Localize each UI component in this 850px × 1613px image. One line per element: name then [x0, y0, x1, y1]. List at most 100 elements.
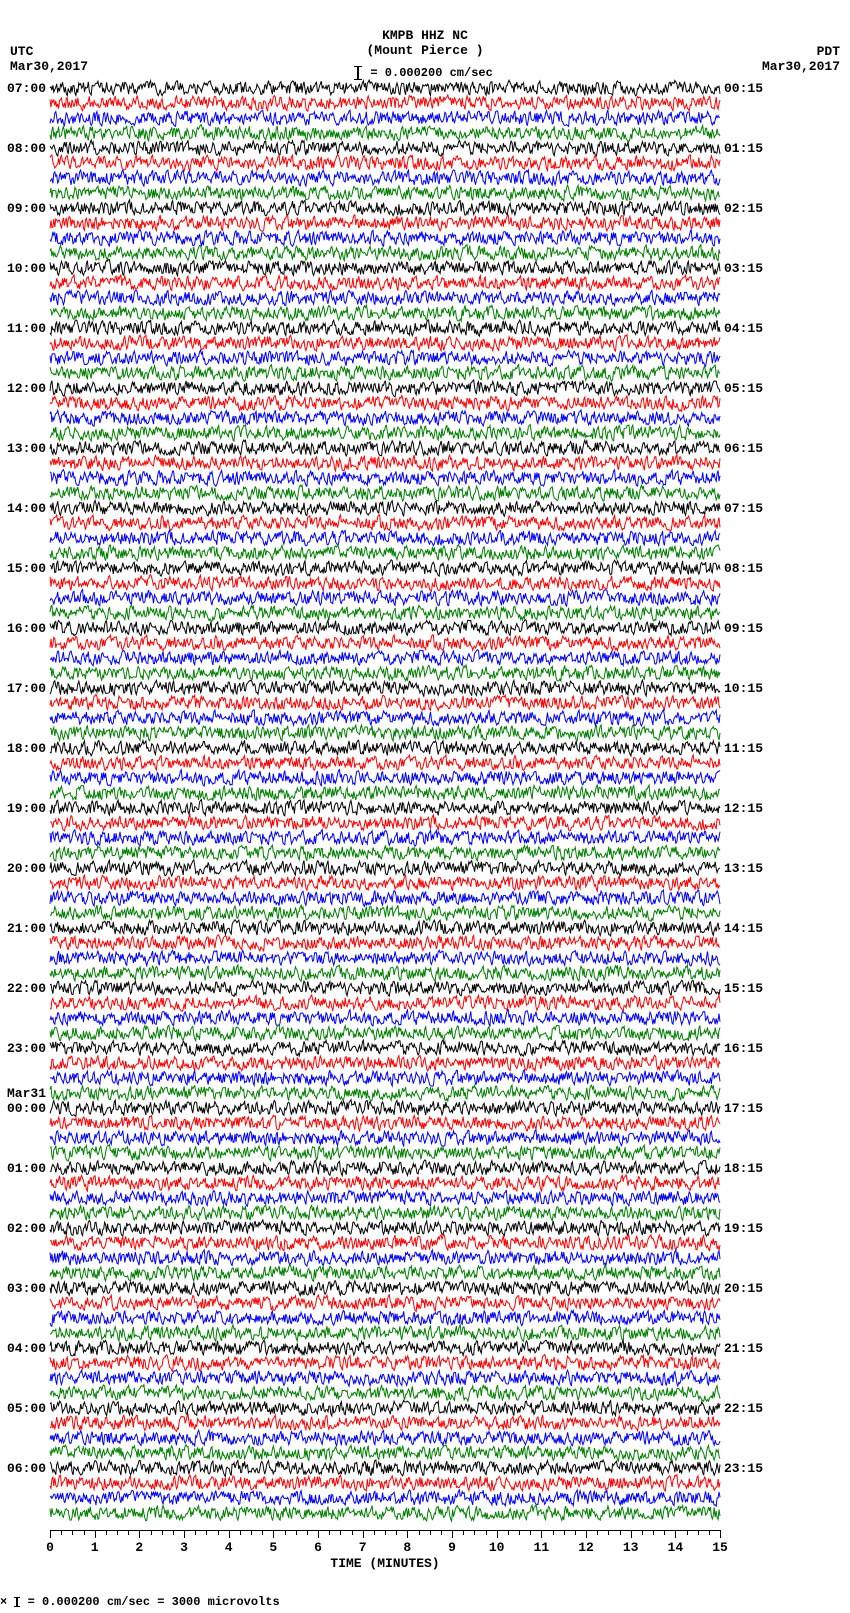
pdt-hour-label: 06:15	[720, 441, 763, 456]
utc-hour-label: 06:00	[7, 1461, 50, 1476]
x-tick-major	[50, 1530, 51, 1538]
x-tick-minor	[374, 1530, 375, 1535]
pdt-hour-label: 13:15	[720, 861, 763, 876]
x-tick-major	[497, 1530, 498, 1538]
pdt-hour-label: 15:15	[720, 981, 763, 996]
x-tick-major	[452, 1530, 453, 1538]
utc-hour-label: 18:00	[7, 741, 50, 756]
x-axis: TIME (MINUTES) 0123456789101112131415	[50, 1530, 720, 1580]
utc-hour-label: 00:00	[7, 1101, 50, 1116]
x-tick-minor	[84, 1530, 85, 1535]
x-tick-minor	[195, 1530, 196, 1535]
x-tick-minor	[419, 1530, 420, 1535]
x-tick-major	[318, 1530, 319, 1538]
x-tick-minor	[340, 1530, 341, 1535]
pdt-hour-label: 18:15	[720, 1161, 763, 1176]
utc-hour-label: 04:00	[7, 1341, 50, 1356]
chart-header: KMPB HHZ NC (Mount Pierce )	[0, 28, 850, 58]
x-tick-label: 12	[578, 1540, 594, 1555]
utc-hour-label: 16:00	[7, 621, 50, 636]
x-tick-minor	[251, 1530, 252, 1535]
x-tick-minor	[597, 1530, 598, 1535]
pdt-hour-label: 20:15	[720, 1281, 763, 1296]
x-tick-minor	[709, 1530, 710, 1535]
footer-prefix: ×	[0, 1595, 7, 1609]
footer-scale: × = 0.000200 cm/sec = 3000 microvolts	[0, 1595, 280, 1609]
utc-hour-label: 13:00	[7, 441, 50, 456]
x-tick-minor	[173, 1530, 174, 1535]
pdt-hour-label: 01:15	[720, 141, 763, 156]
x-tick-label: 14	[668, 1540, 684, 1555]
pdt-hour-label: 21:15	[720, 1341, 763, 1356]
utc-hour-label: 15:00	[7, 561, 50, 576]
x-tick-minor	[642, 1530, 643, 1535]
x-tick-major	[273, 1530, 274, 1538]
x-tick-minor	[240, 1530, 241, 1535]
x-tick-minor	[262, 1530, 263, 1535]
x-tick-minor	[486, 1530, 487, 1535]
utc-hour-label: 17:00	[7, 681, 50, 696]
x-tick-major	[631, 1530, 632, 1538]
x-tick-minor	[441, 1530, 442, 1535]
x-tick-minor	[664, 1530, 665, 1535]
utc-hour-label: 20:00	[7, 861, 50, 876]
x-tick-major	[541, 1530, 542, 1538]
x-tick-minor	[474, 1530, 475, 1535]
x-tick-label: 8	[403, 1540, 411, 1555]
utc-date-marker: Mar31	[7, 1086, 50, 1101]
x-tick-label: 1	[91, 1540, 99, 1555]
x-tick-major	[720, 1530, 721, 1538]
x-tick-minor	[530, 1530, 531, 1535]
x-tick-label: 15	[712, 1540, 728, 1555]
x-tick-label: 4	[225, 1540, 233, 1555]
pdt-hour-label: 07:15	[720, 501, 763, 516]
utc-hour-label: 02:00	[7, 1221, 50, 1236]
x-tick-minor	[72, 1530, 73, 1535]
x-tick-label: 0	[46, 1540, 54, 1555]
utc-hour-label: 10:00	[7, 261, 50, 276]
pdt-hour-label: 09:15	[720, 621, 763, 636]
pdt-hour-label: 17:15	[720, 1101, 763, 1116]
x-tick-major	[95, 1530, 96, 1538]
x-tick-minor	[206, 1530, 207, 1535]
x-tick-minor	[698, 1530, 699, 1535]
x-tick-minor	[352, 1530, 353, 1535]
utc-hour-label: 07:00	[7, 81, 50, 96]
pdt-hour-label: 08:15	[720, 561, 763, 576]
tz-right: PDT Mar30,2017	[762, 44, 840, 74]
utc-hour-label: 05:00	[7, 1401, 50, 1416]
x-tick-minor	[162, 1530, 163, 1535]
footer-text: = 0.000200 cm/sec = 3000 microvolts	[28, 1595, 280, 1609]
tz-right-label: PDT	[762, 44, 840, 59]
utc-hour-label: 22:00	[7, 981, 50, 996]
x-tick-minor	[653, 1530, 654, 1535]
pdt-hour-label: 10:15	[720, 681, 763, 696]
tz-right-date: Mar30,2017	[762, 59, 840, 74]
x-tick-minor	[151, 1530, 152, 1535]
x-tick-minor	[385, 1530, 386, 1535]
x-tick-label: 7	[359, 1540, 367, 1555]
pdt-hour-label: 05:15	[720, 381, 763, 396]
pdt-hour-label: 11:15	[720, 741, 763, 756]
pdt-hour-label: 03:15	[720, 261, 763, 276]
station-code: KMPB HHZ NC	[0, 28, 850, 43]
pdt-hour-label: 02:15	[720, 201, 763, 216]
utc-hour-label: 03:00	[7, 1281, 50, 1296]
pdt-hour-label: 14:15	[720, 921, 763, 936]
x-tick-minor	[307, 1530, 308, 1535]
x-tick-label: 3	[180, 1540, 188, 1555]
pdt-hour-label: 12:15	[720, 801, 763, 816]
tz-left: UTC Mar30,2017	[10, 44, 88, 74]
x-tick-major	[229, 1530, 230, 1538]
x-tick-minor	[519, 1530, 520, 1535]
x-tick-minor	[106, 1530, 107, 1535]
x-tick-minor	[329, 1530, 330, 1535]
pdt-hour-label: 16:15	[720, 1041, 763, 1056]
x-tick-major	[139, 1530, 140, 1538]
x-tick-major	[407, 1530, 408, 1538]
x-tick-minor	[218, 1530, 219, 1535]
x-tick-minor	[463, 1530, 464, 1535]
utc-hour-label: 12:00	[7, 381, 50, 396]
plot-area: 07:0000:1508:0001:1509:0002:1510:0003:15…	[50, 88, 720, 1528]
x-tick-minor	[396, 1530, 397, 1535]
